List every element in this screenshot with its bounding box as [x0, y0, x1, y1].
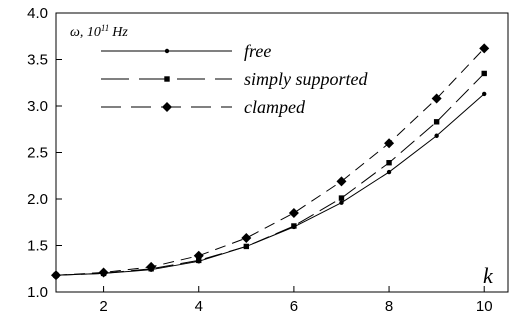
- data-point-clamped: [193, 250, 204, 261]
- series-line-free: [55, 93, 485, 276]
- legend-item-clamped: clamped: [101, 97, 306, 117]
- data-point-clamped: [288, 207, 299, 218]
- data-point-clamped: [384, 138, 395, 149]
- y-tick-label: 1.0: [27, 284, 48, 301]
- data-point-free: [339, 200, 344, 205]
- legend-label: clamped: [244, 97, 306, 117]
- series-layer: [51, 43, 490, 281]
- data-point-clamped: [146, 261, 157, 272]
- legend-label: free: [244, 41, 271, 61]
- data-point-clamped: [479, 43, 490, 54]
- data-point-simply-supported: [291, 223, 297, 229]
- data-point-free: [482, 91, 487, 97]
- y-tick-label: 2.5: [27, 145, 48, 162]
- legend-label: simply supported: [244, 69, 368, 89]
- data-point-clamped: [241, 233, 252, 244]
- y-tick-label: 2.0: [27, 191, 48, 208]
- x-tick-label: 2: [99, 298, 107, 315]
- series-clamped: [51, 43, 490, 281]
- x-tick-label: 10: [476, 298, 493, 315]
- data-point-simply-supported: [338, 195, 345, 201]
- data-point-clamped: [98, 267, 109, 278]
- x-axis-label: k: [483, 263, 494, 288]
- y-axis-label: ω, 1011 Hz: [70, 23, 128, 40]
- series-free: [53, 91, 487, 278]
- data-point-clamped: [51, 270, 61, 281]
- legend-item-simply-supported: simply supported: [101, 69, 368, 89]
- data-point-simply-supported: [243, 243, 250, 250]
- legend-marker: [162, 102, 172, 112]
- axes: 1.0 1.5 2.0 2.5 3.0 3.5 4.0 2 4 6 8 10: [27, 5, 492, 315]
- data-point-simply-supported: [386, 160, 392, 166]
- data-point-clamped: [431, 93, 442, 104]
- series-line-clamped: [55, 47, 485, 276]
- data-point-simply-supported: [433, 119, 440, 125]
- plot-frame: [55, 12, 509, 293]
- y-tick-label: 1.5: [27, 238, 48, 255]
- x-tick-label: 4: [195, 298, 203, 315]
- legend: ω, 1011 Hz free simply supported clamped: [70, 23, 368, 117]
- legend-marker: [164, 76, 170, 82]
- series-line-simply-supported: [55, 73, 485, 276]
- data-point-free: [386, 169, 392, 175]
- y-tick-label: 3.0: [27, 98, 48, 115]
- y-tick-label: 4.0: [27, 5, 48, 22]
- data-point-clamped: [336, 176, 347, 187]
- x-tick-label: 6: [290, 298, 298, 315]
- legend-marker: [164, 48, 170, 54]
- data-point-simply-supported: [481, 70, 487, 77]
- y-tick-label: 3.5: [27, 52, 48, 69]
- x-tick-label: 8: [385, 298, 393, 315]
- legend-item-free: free: [101, 41, 271, 61]
- data-point-free: [434, 133, 439, 138]
